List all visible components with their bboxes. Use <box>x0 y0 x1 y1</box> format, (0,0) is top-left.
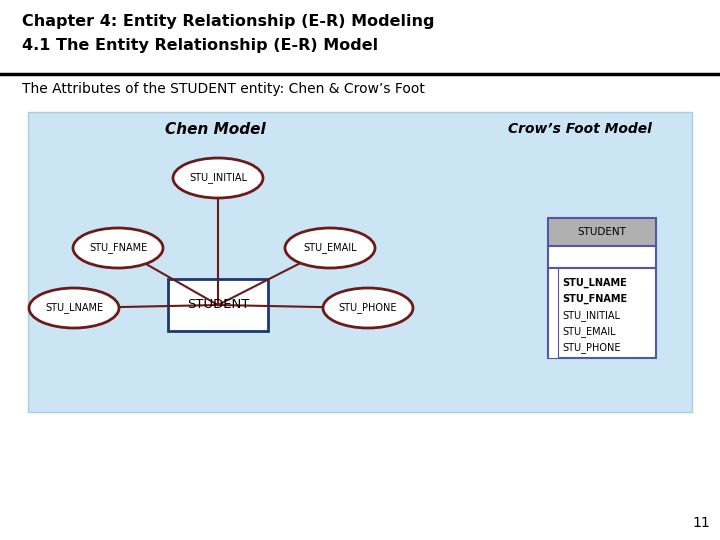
Text: STU_INITIAL: STU_INITIAL <box>562 310 620 321</box>
Text: Chen Model: Chen Model <box>165 122 266 137</box>
Text: Chapter 4: Entity Relationship (E-R) Modeling: Chapter 4: Entity Relationship (E-R) Mod… <box>22 14 434 29</box>
FancyBboxPatch shape <box>548 268 558 358</box>
Text: Crow’s Foot Model: Crow’s Foot Model <box>508 122 652 136</box>
Text: STU_LNAME: STU_LNAME <box>45 302 103 313</box>
Text: 4.1 The Entity Relationship (E-R) Model: 4.1 The Entity Relationship (E-R) Model <box>22 38 378 53</box>
Ellipse shape <box>323 288 413 328</box>
FancyBboxPatch shape <box>28 112 692 412</box>
Ellipse shape <box>173 158 263 198</box>
Ellipse shape <box>73 228 163 268</box>
Text: STU_EMAIL: STU_EMAIL <box>303 242 357 253</box>
Text: STUDENT: STUDENT <box>186 299 249 312</box>
Text: STU_FNAME: STU_FNAME <box>562 294 627 304</box>
Text: The Attributes of the STUDENT entity: Chen & Crow’s Foot: The Attributes of the STUDENT entity: Ch… <box>22 82 425 96</box>
FancyBboxPatch shape <box>168 279 268 331</box>
Text: 11: 11 <box>692 516 710 530</box>
Ellipse shape <box>29 288 119 328</box>
Text: STU_FNAME: STU_FNAME <box>89 242 147 253</box>
FancyBboxPatch shape <box>548 218 656 246</box>
FancyBboxPatch shape <box>548 246 656 268</box>
Text: STU_PHONE: STU_PHONE <box>338 302 397 313</box>
Ellipse shape <box>285 228 375 268</box>
FancyBboxPatch shape <box>548 268 656 358</box>
Text: STU_LNAME: STU_LNAME <box>562 278 626 288</box>
Text: STU_PHONE: STU_PHONE <box>562 342 621 353</box>
Text: STUDENT: STUDENT <box>577 227 626 237</box>
Text: STU_INITIAL: STU_INITIAL <box>189 173 247 184</box>
Text: STU_EMAIL: STU_EMAIL <box>562 326 616 337</box>
